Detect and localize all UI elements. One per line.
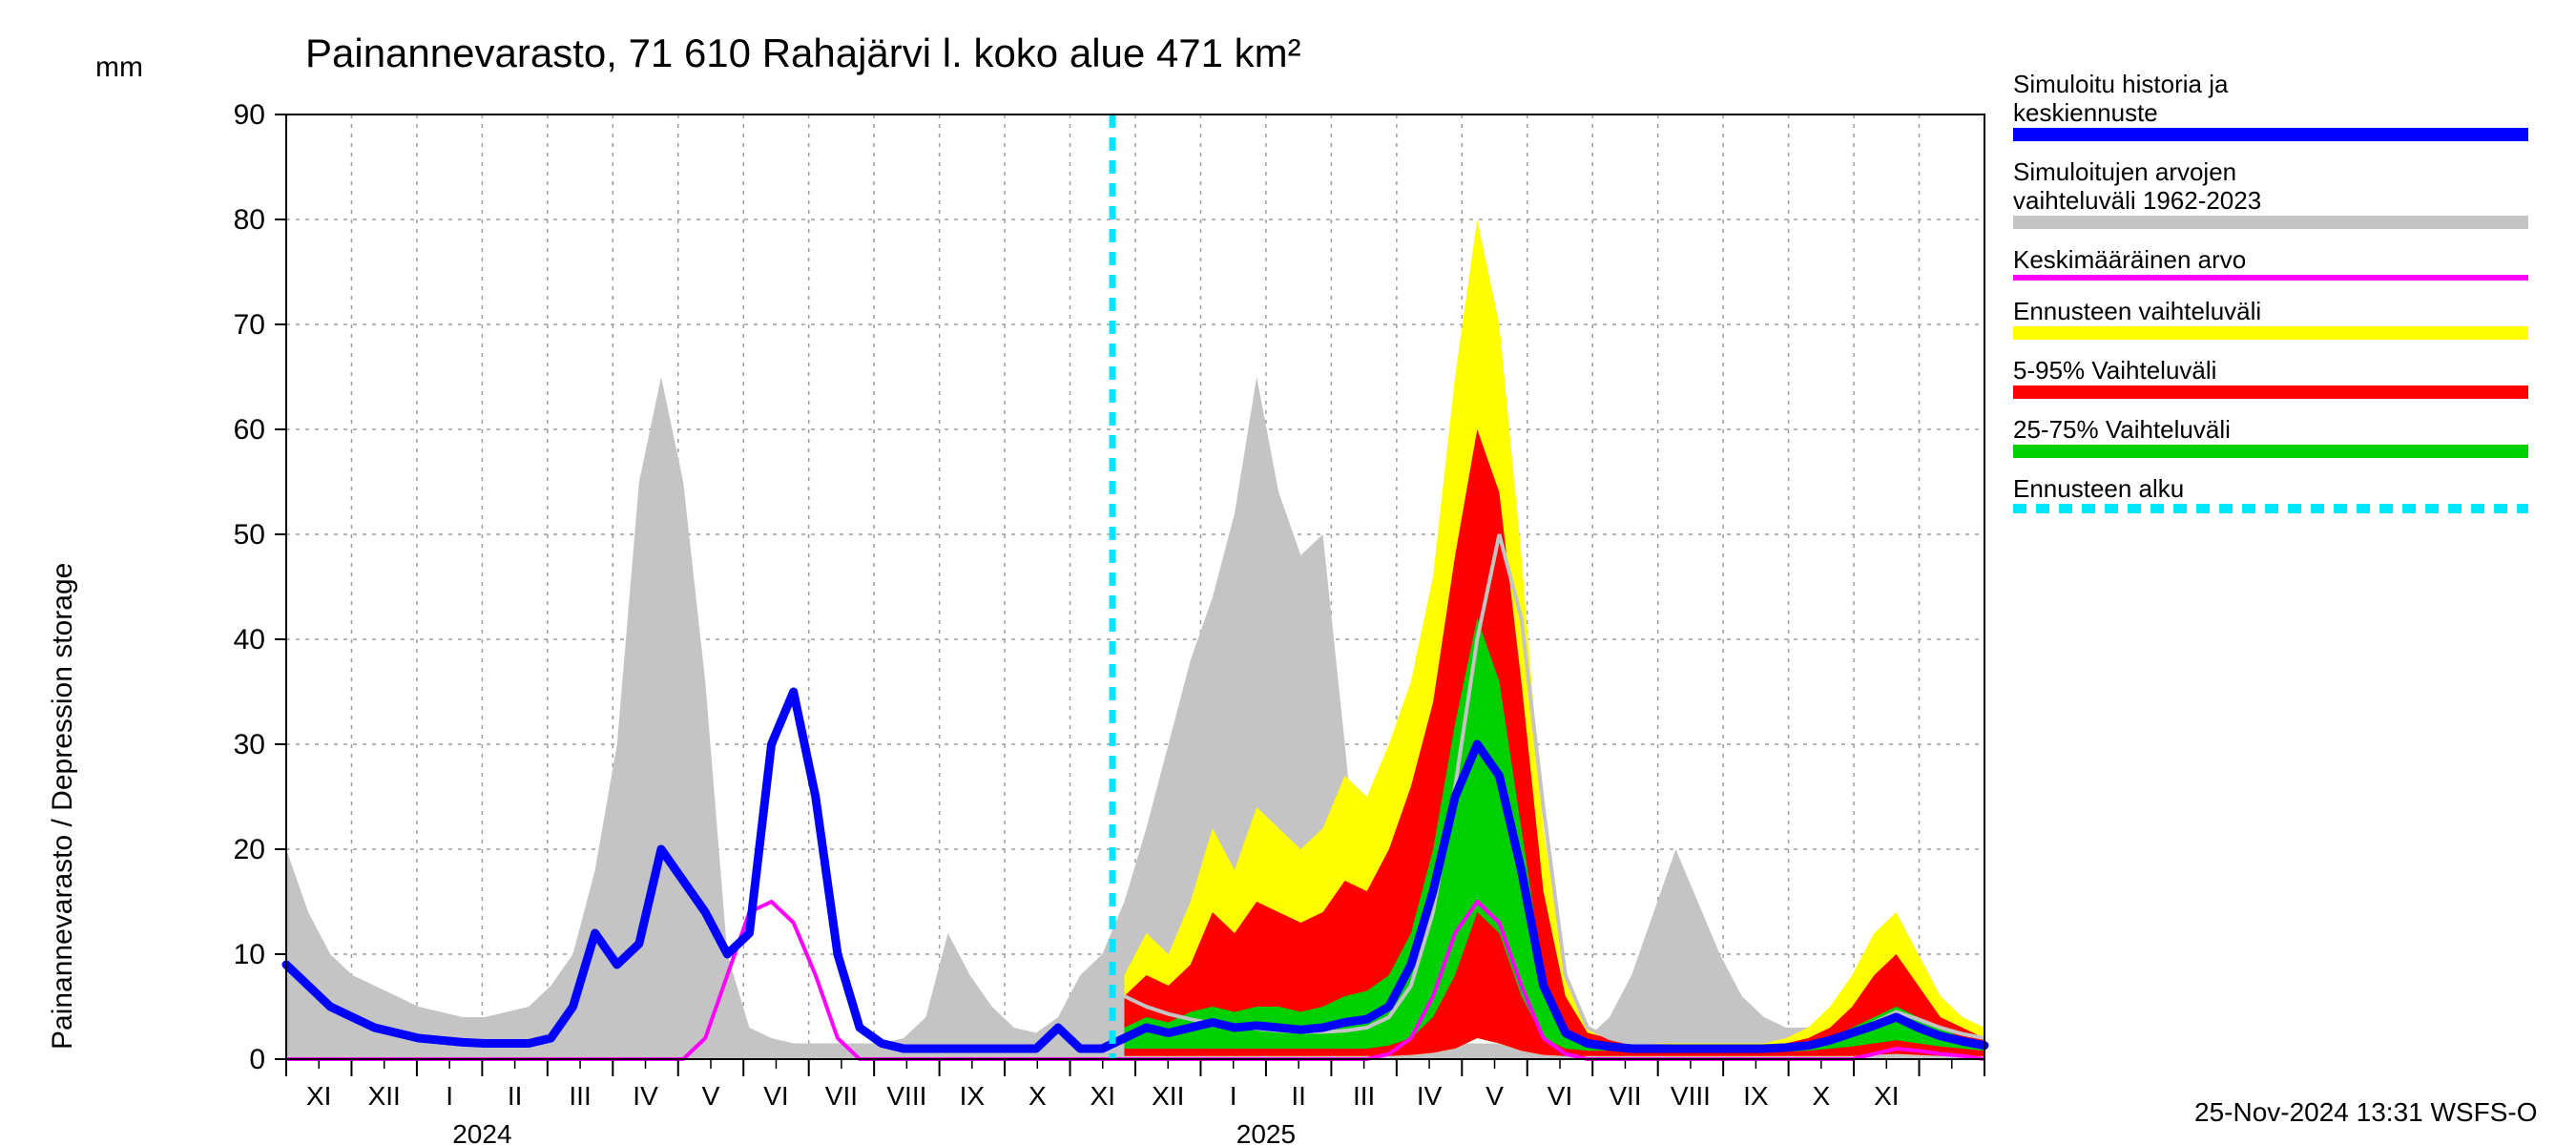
x-month-label: VI bbox=[1548, 1081, 1572, 1111]
x-month-label: V bbox=[702, 1081, 720, 1111]
x-month-label: XII bbox=[368, 1081, 401, 1111]
legend-swatch bbox=[2013, 445, 2528, 458]
axes: 0 10 20 30 40 50 60 70 80 90 bbox=[234, 99, 1984, 1076]
x-month-label: VIII bbox=[1671, 1081, 1711, 1111]
x-month-label: II bbox=[508, 1081, 523, 1111]
legend-swatch bbox=[2013, 326, 2528, 340]
y-tick-label: 0 bbox=[249, 1044, 265, 1075]
legend-swatch bbox=[2013, 128, 2528, 141]
y-tick-label: 90 bbox=[234, 99, 265, 131]
legend-label: 25-75% Vaihteluväli bbox=[2013, 415, 2231, 444]
y-unit-label: mm bbox=[95, 52, 143, 83]
y-tick-label: 40 bbox=[234, 624, 265, 656]
x-month-label: VIII bbox=[886, 1081, 926, 1111]
x-month-label: VII bbox=[825, 1081, 858, 1111]
legend-label: keskiennuste bbox=[2013, 98, 2158, 127]
legend-swatch bbox=[2013, 385, 2528, 399]
x-month-label: X bbox=[1813, 1081, 1831, 1111]
legend-label: Simuloitu historia ja bbox=[2013, 70, 2229, 98]
y-tick-label: 20 bbox=[234, 834, 265, 865]
y-tick-label: 70 bbox=[234, 309, 265, 341]
y-tick-label: 80 bbox=[234, 204, 265, 236]
x-month-label: I bbox=[446, 1081, 453, 1111]
x-year-label: 2025 bbox=[1236, 1119, 1296, 1145]
x-month-label: XI bbox=[1091, 1081, 1115, 1111]
x-month-label: IV bbox=[633, 1081, 658, 1111]
legend-swatch bbox=[2013, 216, 2528, 229]
x-month-label: VII bbox=[1609, 1081, 1641, 1111]
y-tick-label: 10 bbox=[234, 939, 265, 970]
legend-swatch bbox=[2013, 275, 2528, 281]
x-month-label: X bbox=[1028, 1081, 1047, 1111]
y-tick-label: 30 bbox=[234, 729, 265, 760]
x-year-label: 2024 bbox=[452, 1119, 511, 1145]
x-month-label: I bbox=[1230, 1081, 1237, 1111]
x-month-label: IX bbox=[960, 1081, 986, 1111]
x-month-label: VI bbox=[763, 1081, 788, 1111]
legend-label: Ennusteen vaihteluväli bbox=[2013, 297, 2261, 325]
y-tick-label: 50 bbox=[234, 519, 265, 551]
legend-label: Ennusteen alku bbox=[2013, 474, 2184, 503]
x-month-label: XI bbox=[306, 1081, 331, 1111]
y-axis-label: Painannevarasto / Depression storage bbox=[47, 563, 78, 1050]
legend-label: Simuloitujen arvojen bbox=[2013, 157, 2236, 186]
x-month-label: II bbox=[1291, 1081, 1306, 1111]
x-month-label: III bbox=[1353, 1081, 1375, 1111]
chart-title: Painannevarasto, 71 610 Rahajärvi l. kok… bbox=[305, 31, 1301, 75]
y-tick-label: 60 bbox=[234, 414, 265, 446]
x-month-label: IV bbox=[1417, 1081, 1443, 1111]
x-month-label: V bbox=[1485, 1081, 1504, 1111]
legend: Simuloitu historia jakeskiennuste Simuloi… bbox=[2013, 70, 2528, 509]
x-month-label: XI bbox=[1874, 1081, 1899, 1111]
chart-title-text: Painannevarasto, 71 610 Rahajärvi l. kok… bbox=[305, 31, 1301, 75]
x-month-label: IX bbox=[1743, 1081, 1769, 1111]
x-month-label: XII bbox=[1152, 1081, 1184, 1111]
legend-label: 5-95% Vaihteluväli bbox=[2013, 356, 2216, 385]
x-month-label: III bbox=[569, 1081, 591, 1111]
timestamp: 25-Nov-2024 13:31 WSFS-O bbox=[2194, 1097, 2538, 1127]
legend-label: Keskimääräinen arvo bbox=[2013, 245, 2246, 274]
timestamp-text: 25-Nov-2024 13:31 WSFS-O bbox=[2194, 1097, 2538, 1127]
legend-label: vaihteluväli 1962-2023 bbox=[2013, 186, 2261, 215]
